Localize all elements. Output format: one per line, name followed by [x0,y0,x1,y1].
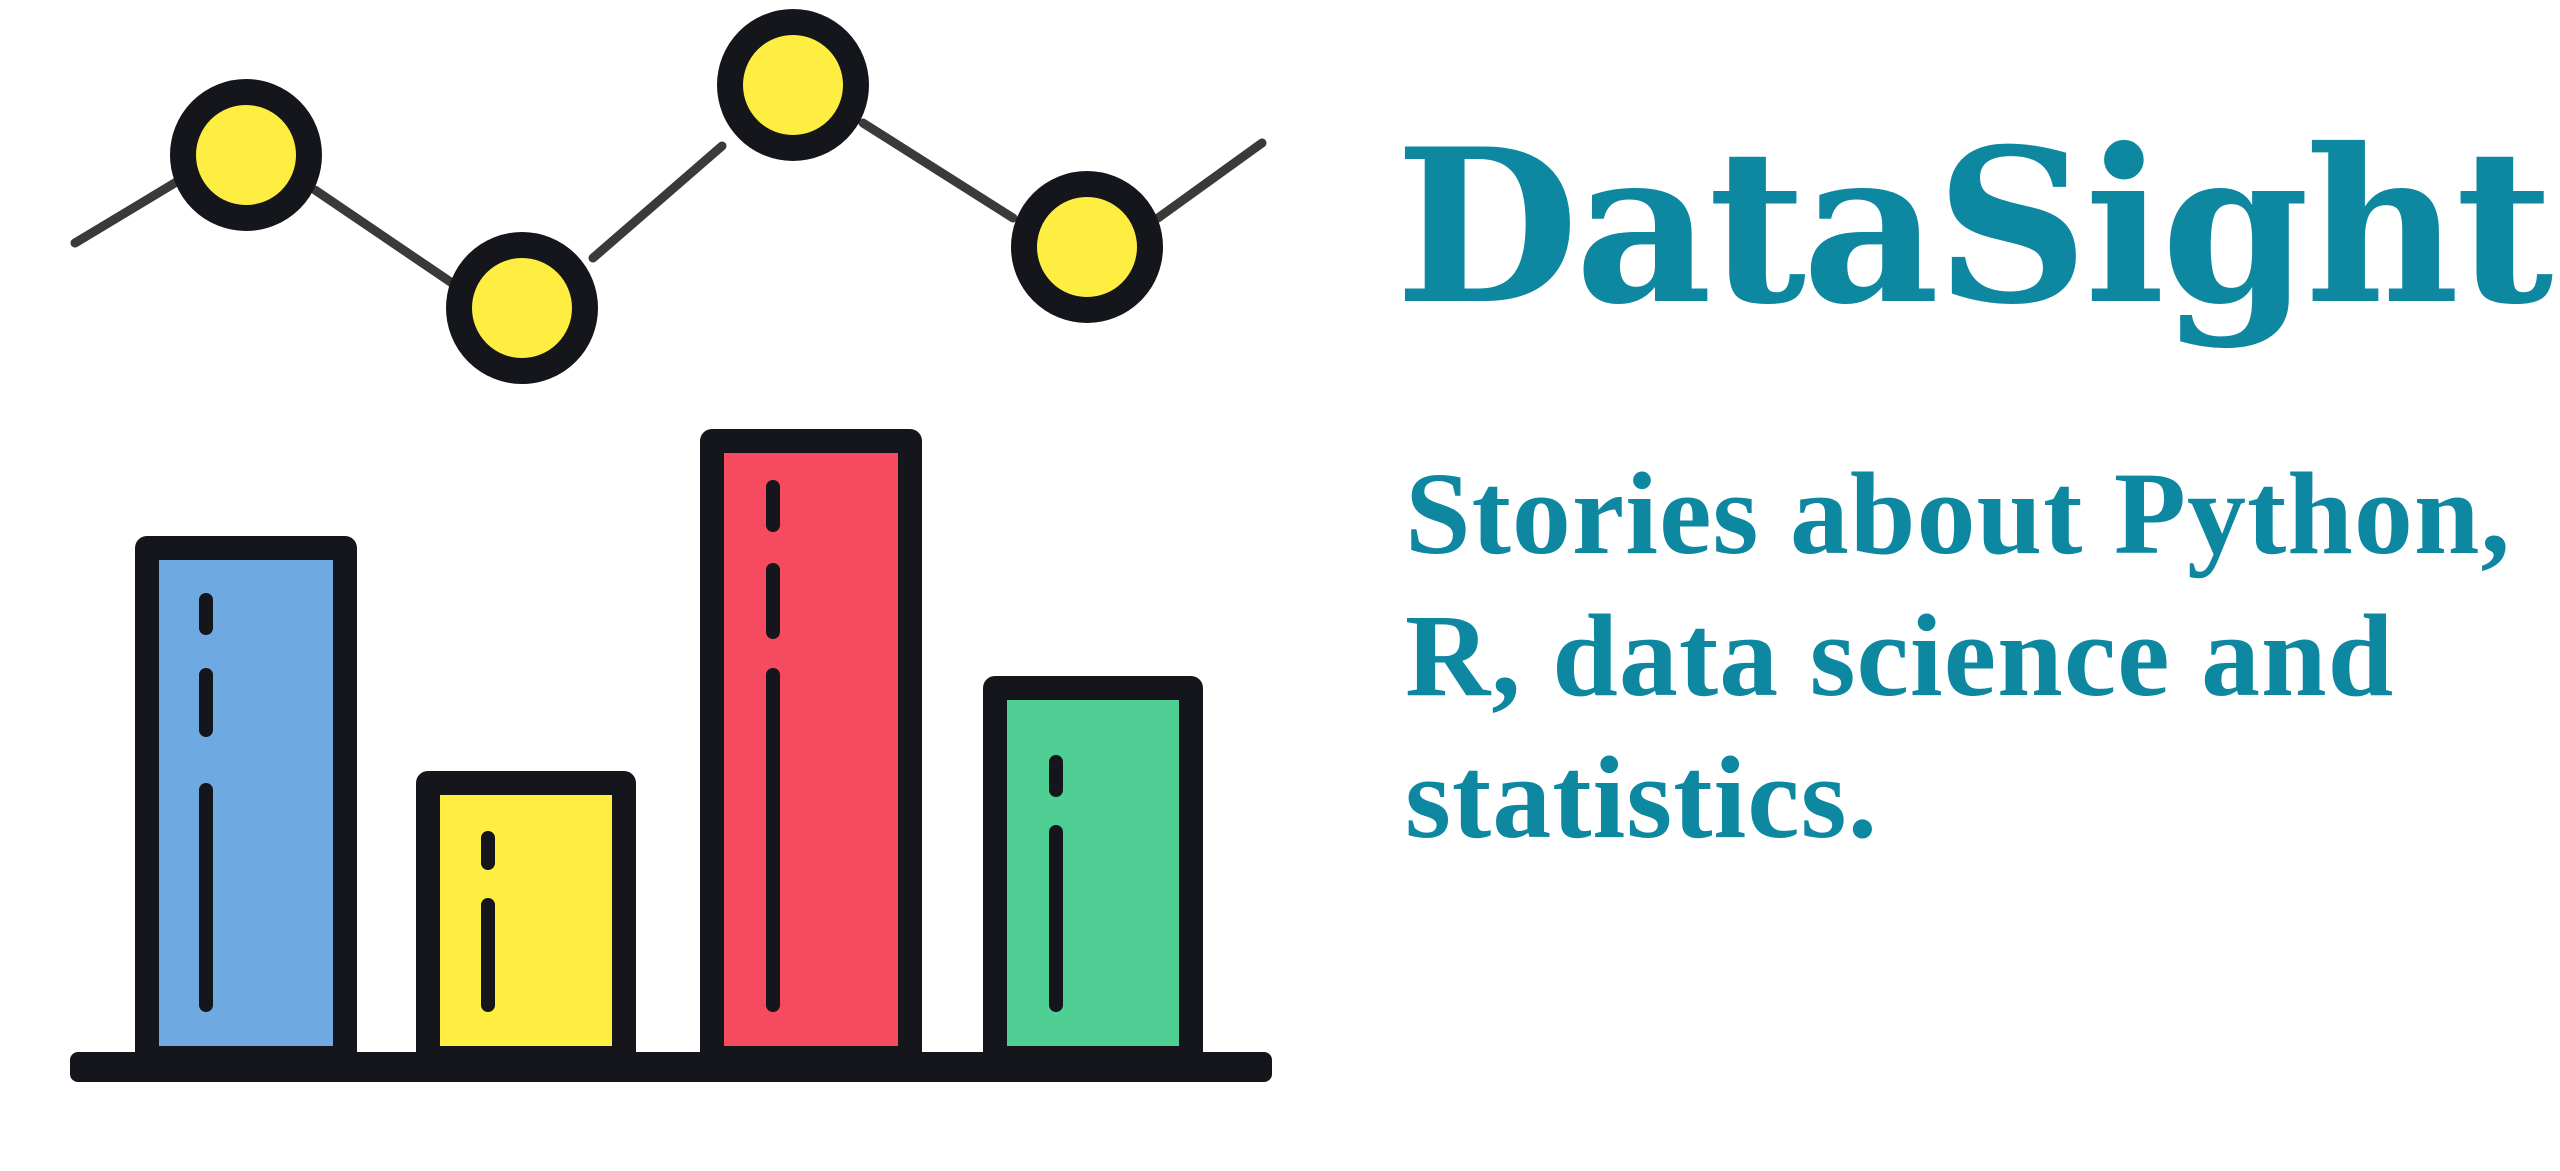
yellow-bar [416,771,636,1070]
green-bar [983,676,1203,1070]
chart-baseline [70,1052,1272,1082]
trend-line [70,118,1267,288]
brand-name: DataSight [1395,102,2553,351]
red-bar [700,429,922,1070]
trend-markers [170,9,1163,384]
bar-and-line-chart-icon [70,9,1272,1082]
bar-highlights [199,480,1063,1012]
trend-marker [1011,171,1163,323]
trend-marker [717,9,869,161]
bars [135,429,1203,1070]
tagline: Stories about Python, R, data science an… [1405,448,2512,863]
blue-bar [135,536,357,1070]
trend-marker [446,232,598,384]
trend-marker [170,79,322,231]
